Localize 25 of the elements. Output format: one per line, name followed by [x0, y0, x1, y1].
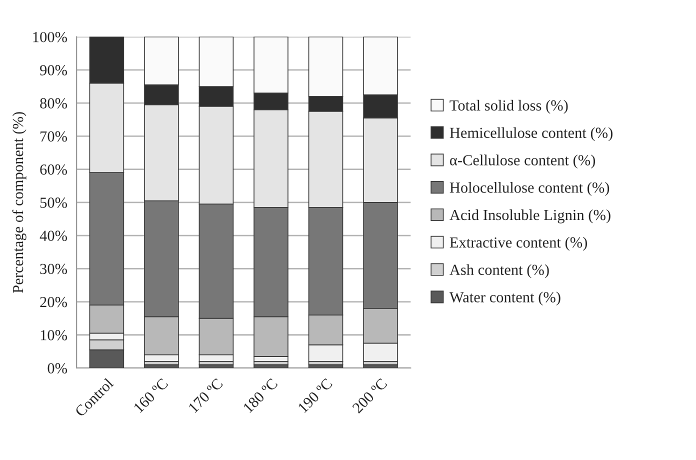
y-tick-label: 10%: [40, 330, 68, 340]
y-tick-label: 40%: [40, 230, 68, 242]
y-tick-label: 50%: [40, 198, 68, 208]
y-tick-label: 90%: [40, 65, 68, 76]
y-tick-label: 30%: [40, 264, 68, 274]
y-axis-title: Percentage of component (%): [12, 112, 26, 293]
x-tick-label: 170 ºC: [188, 378, 224, 414]
x-tick-label: 160 ºC: [133, 378, 168, 414]
y-tick-label: 100%: [33, 32, 68, 42]
y-tick-label: 20%: [40, 296, 68, 308]
legend-label: Extractive content (%): [450, 236, 588, 251]
y-tick-label: 80%: [40, 98, 68, 109]
x-tick-label: 190 ºC: [298, 378, 333, 414]
x-tick-label: 180 ºC: [242, 378, 278, 414]
y-tick-label: 60%: [40, 164, 68, 175]
y-tick-label: 70%: [40, 131, 68, 142]
x-tick-label: 200 ºC: [352, 378, 388, 414]
legend-label: Acid Insoluble Lignin (%): [450, 209, 610, 224]
y-tick-label: 0%: [48, 363, 68, 374]
legend-label: Ash content (%): [450, 264, 549, 278]
legend-label: Water content (%): [449, 292, 560, 306]
legend-label: α-Cellulose content (%): [450, 154, 596, 168]
legend-label: Total solid loss (%): [450, 100, 568, 114]
legend-label: Holocellulose content (%): [450, 182, 610, 196]
legend-label: Hemicellulose content (%): [450, 127, 612, 142]
